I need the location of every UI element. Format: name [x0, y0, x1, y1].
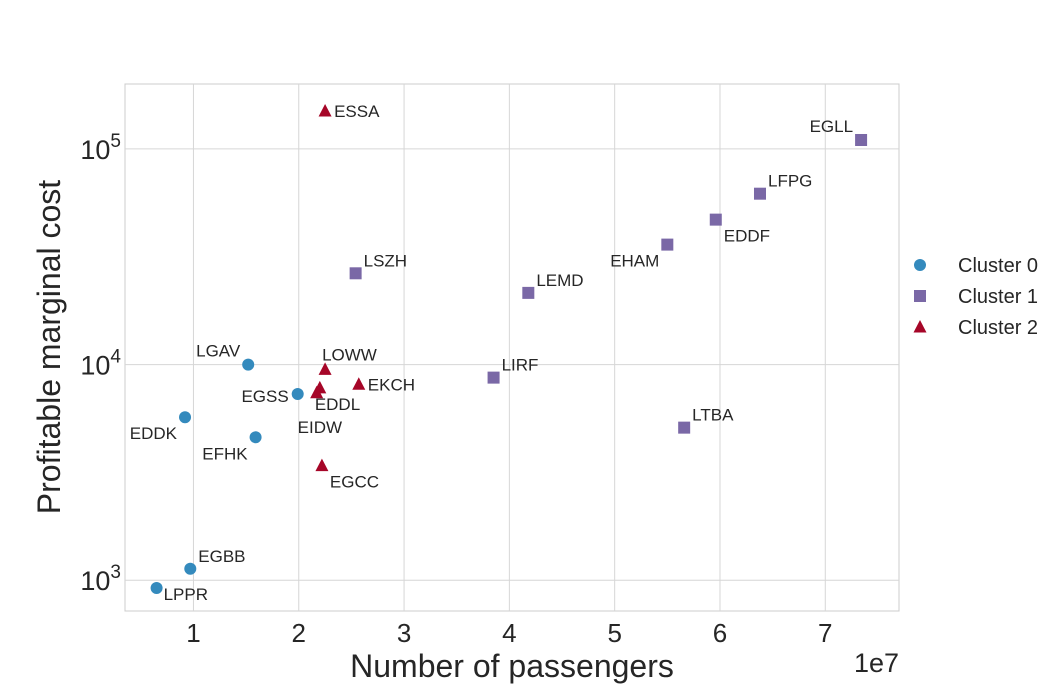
point-label: LSZH	[364, 251, 407, 270]
data-point	[310, 385, 324, 399]
y-tick-labels: 103 104 105	[80, 131, 121, 596]
legend-marker	[914, 290, 926, 302]
legend-label: Cluster 1	[958, 286, 1038, 308]
legend-label: Cluster 0	[958, 255, 1038, 277]
point-label: EGCC	[330, 473, 379, 492]
data-point	[661, 238, 674, 251]
data-point	[753, 187, 766, 200]
legend-label: Cluster 2	[958, 317, 1038, 339]
point-label: EGSS	[241, 387, 288, 406]
x-tick-label: 5	[607, 618, 621, 648]
data-point	[349, 267, 362, 280]
point-label: LFPG	[768, 172, 812, 191]
x-tick-label: 4	[502, 618, 516, 648]
x-tick-labels: 1 2 3 4 5 6 7	[186, 618, 832, 648]
x-tick-label: 6	[713, 618, 727, 648]
point-label: LEMD	[536, 271, 583, 290]
y-tick-label: 103	[80, 562, 121, 596]
data-point	[184, 562, 197, 575]
point-label: EDDF	[724, 227, 770, 246]
x-tick-label: 2	[292, 618, 306, 648]
x-axis-label: Number of passengers	[350, 648, 674, 684]
point-label: EGLL	[810, 117, 853, 136]
data-point	[315, 458, 329, 472]
legend-marker	[913, 320, 927, 333]
legend: Cluster 0 Cluster 1 Cluster 2	[913, 255, 1038, 339]
point-label: EHAM	[610, 252, 659, 271]
legend-marker	[914, 259, 926, 271]
plot-area	[124, 83, 900, 612]
y-axis-label: Profitable marginal cost	[31, 180, 67, 514]
data-point	[352, 377, 366, 390]
point-label: EIDW	[298, 418, 342, 437]
data-point	[855, 133, 868, 146]
point-label: EFHK	[202, 444, 248, 463]
grid	[125, 84, 899, 611]
point-label: EKCH	[368, 375, 415, 394]
point-label: LOWW	[322, 345, 377, 364]
point-label: LPPR	[164, 585, 208, 604]
data-point	[242, 358, 255, 371]
x-tick-label: 7	[818, 618, 832, 648]
x-tick-label: 3	[397, 618, 411, 648]
data-point	[179, 411, 192, 424]
data-point	[709, 213, 722, 226]
x-tick-label: 1	[186, 618, 200, 648]
y-tick-label: 105	[80, 131, 121, 165]
point-labels: LGAV EGSS EDDK EFHK EGBB LPPR EGLL LFPG EDDF EHAM…	[130, 102, 853, 604]
data-point	[291, 388, 304, 401]
point-label: LTBA	[692, 406, 734, 425]
point-label: EDDK	[130, 424, 178, 443]
point-label: EGBB	[198, 547, 245, 566]
x-offset-label: 1e7	[854, 648, 899, 678]
data-points	[150, 103, 868, 595]
data-point	[150, 582, 163, 595]
data-point	[249, 431, 262, 444]
data-point	[318, 103, 332, 117]
point-label: EDDL	[315, 395, 360, 414]
point-label: ESSA	[334, 102, 380, 121]
data-point	[522, 286, 535, 299]
point-label: LIRF	[502, 356, 539, 375]
point-label: LGAV	[196, 342, 241, 361]
y-tick-label: 104	[80, 347, 121, 381]
data-point	[487, 371, 500, 384]
data-point	[318, 362, 332, 375]
data-point	[678, 421, 691, 434]
